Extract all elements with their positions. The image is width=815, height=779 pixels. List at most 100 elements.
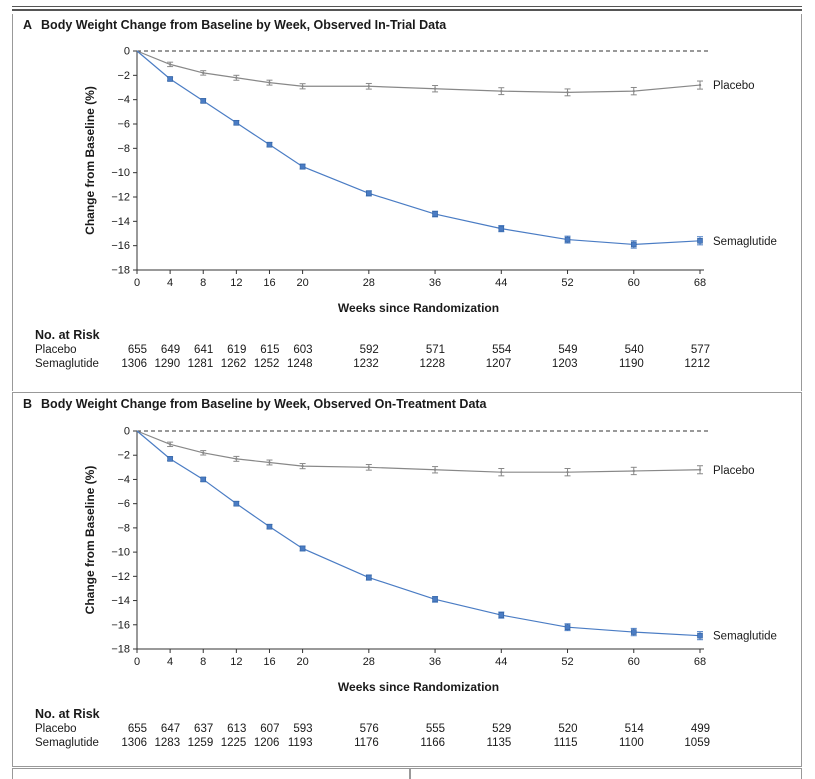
- at-risk-value-semaglutide: 1166: [420, 737, 446, 749]
- series-label-placebo: Placebo: [713, 465, 755, 477]
- panel-a: A Body Weight Change from Baseline by Wee…: [12, 14, 802, 391]
- data-point-placebo: [566, 91, 569, 94]
- y-tick-label: −16: [111, 240, 130, 252]
- at-risk-value-semaglutide: 1252: [253, 358, 280, 370]
- at-risk-value-placebo: 576: [359, 723, 379, 735]
- data-point-placebo: [301, 85, 304, 88]
- series-line-placebo: [136, 430, 701, 473]
- at-risk-value-semaglutide: 1207: [485, 358, 512, 370]
- at-risk-value-placebo: 637: [194, 723, 214, 735]
- at-risk-value-semaglutide: 1259: [187, 737, 214, 749]
- x-tick-label: 4: [167, 277, 173, 289]
- at-risk-value-placebo: 520: [558, 723, 578, 735]
- x-tick-label: 36: [429, 656, 441, 668]
- at-risk-value-semaglutide: 1190: [619, 358, 644, 370]
- y-tick-label: −12: [111, 192, 130, 204]
- x-tick-label: 12: [230, 277, 242, 289]
- data-point-placebo: [268, 81, 271, 84]
- y-tick-label: −2: [117, 70, 130, 82]
- x-tick-label: 68: [694, 277, 706, 289]
- top-rule: [12, 6, 802, 7]
- at-risk-value-placebo: 613: [227, 723, 247, 735]
- x-tick-label: 8: [200, 656, 206, 668]
- at-risk-value-semaglutide: 1232: [353, 358, 379, 370]
- x-tick-label: 4: [167, 656, 173, 668]
- y-tick-label: −16: [111, 619, 130, 631]
- y-tick-label: −4: [117, 94, 130, 106]
- at-risk-value-semaglutide: 1059: [684, 737, 710, 749]
- data-point-semaglutide: [233, 500, 240, 507]
- data-point-placebo: [500, 89, 503, 93]
- at-risk-value-placebo: 647: [160, 723, 181, 735]
- at-risk-value-semaglutide: 1248: [286, 358, 313, 370]
- data-point-placebo: [168, 63, 172, 66]
- data-point-semaglutide: [233, 119, 240, 126]
- x-tick-label: 52: [561, 277, 573, 289]
- y-axis-label: Change from Baseline (%): [83, 86, 97, 235]
- data-point-placebo: [632, 469, 635, 473]
- y-tick-label: −14: [111, 216, 130, 228]
- at-risk-value-semaglutide: 1225: [220, 737, 247, 749]
- next-panel-left: [12, 768, 410, 779]
- at-risk-value-semaglutide: 1281: [187, 358, 214, 370]
- top-rule-thick: [12, 9, 802, 11]
- x-tick-label: 0: [134, 656, 140, 668]
- at-risk-value-placebo: 514: [624, 723, 644, 735]
- series-line-semaglutide: [136, 50, 701, 246]
- at-risk-value-semaglutide: 1193: [287, 737, 313, 749]
- panel-b-title: B Body Weight Change from Baseline by Wee…: [23, 397, 487, 411]
- at-risk-value-placebo: 649: [160, 344, 181, 356]
- data-point-semaglutide: [200, 476, 207, 483]
- data-point-placebo: [566, 470, 569, 474]
- at-risk-label-semaglutide: Semaglutide: [35, 358, 99, 370]
- x-tick-label: 28: [363, 656, 375, 668]
- data-point-placebo: [367, 466, 371, 469]
- at-risk-value-placebo: 615: [260, 344, 280, 356]
- at-risk-value-semaglutide: 1262: [220, 358, 247, 370]
- data-point-semaglutide: [299, 163, 306, 170]
- data-point-semaglutide: [167, 456, 173, 462]
- x-tick-label: 28: [363, 277, 375, 289]
- panel-a-title: A Body Weight Change from Baseline by Wee…: [23, 18, 446, 32]
- x-tick-label: 44: [495, 656, 507, 668]
- series-line-semaglutide: [136, 430, 701, 637]
- at-risk-value-placebo: 577: [690, 344, 710, 356]
- panel-letter: B: [23, 397, 33, 411]
- data-point-placebo: [500, 470, 503, 474]
- x-tick-label: 68: [694, 656, 706, 668]
- y-tick-label: −18: [111, 644, 130, 656]
- at-risk-value-semaglutide: 1135: [486, 737, 512, 749]
- at-risk-value-semaglutide: 1306: [121, 737, 147, 749]
- at-risk-value-placebo: 499: [690, 723, 710, 735]
- data-point-placebo: [433, 87, 437, 90]
- y-tick-label: −10: [111, 547, 130, 559]
- data-point-semaglutide: [630, 629, 637, 635]
- y-tick-label: −2: [117, 450, 130, 462]
- data-point-placebo: [235, 76, 238, 79]
- panel-title-text: Body Weight Change from Baseline by Week…: [41, 18, 447, 32]
- y-tick-label: −12: [111, 571, 130, 583]
- at-risk-value-placebo: 549: [558, 344, 578, 356]
- x-tick-label: 20: [296, 656, 308, 668]
- at-risk-value-semaglutide: 1290: [154, 358, 181, 370]
- y-tick-label: −4: [117, 474, 130, 486]
- at-risk-title: No. at Risk: [35, 707, 100, 721]
- x-tick-label: 20: [296, 277, 308, 289]
- at-risk-value-semaglutide: 1115: [553, 737, 578, 749]
- data-point-semaglutide: [266, 141, 273, 148]
- at-risk-value-placebo: 554: [492, 344, 512, 356]
- at-risk-value-placebo: 655: [127, 723, 147, 735]
- at-risk-value-semaglutide: 1306: [121, 358, 147, 370]
- data-point-semaglutide: [498, 225, 505, 232]
- data-point-semaglutide: [266, 523, 273, 530]
- chart-b: 0 −2 −4 −6 −8 −10 −12 −14 −16 −18 0 4 8 12 16 20 28 36 44 5…: [83, 426, 777, 695]
- x-tick-label: 0: [134, 277, 140, 289]
- data-point-placebo: [698, 83, 702, 87]
- at-risk-label-semaglutide: Semaglutide: [35, 737, 99, 749]
- data-point-semaglutide: [200, 98, 207, 104]
- data-point-placebo: [168, 443, 172, 446]
- at-risk-value-placebo: 619: [227, 344, 247, 356]
- x-axis-label: Weeks since Randomization: [338, 301, 499, 315]
- at-risk-value-placebo: 555: [425, 723, 446, 735]
- panel-title-text: Body Weight Change from Baseline by Week…: [41, 397, 487, 411]
